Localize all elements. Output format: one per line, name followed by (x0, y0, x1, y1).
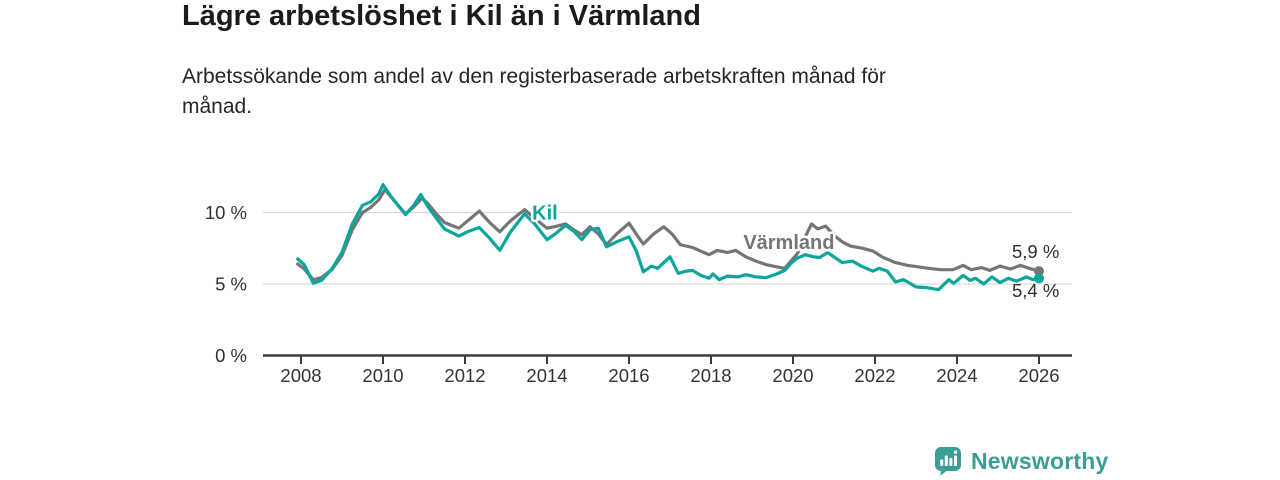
x-axis-tick-label: 2018 (690, 365, 731, 386)
series-end-dot-värmland (1034, 266, 1044, 277)
series-end-value-label: 5,9 % (1012, 241, 1059, 262)
x-axis-tick-label: 2016 (608, 365, 649, 386)
series-end-value-label: 5,4 % (1012, 280, 1059, 301)
logo-bars-glyph (940, 450, 958, 466)
y-axis-tick-label: 0 % (215, 345, 247, 366)
x-axis-tick-label: 2010 (362, 365, 403, 386)
chart-subtitle: Arbetssökande som andel av den registerb… (182, 65, 886, 118)
y-axis-tick-label: 5 % (215, 274, 247, 295)
x-axis-tick-label: 2014 (526, 365, 567, 386)
x-axis-tick-label: 2022 (854, 365, 895, 386)
x-axis-tick-label: 2026 (1018, 365, 1059, 386)
y-axis-tick-label: 10 % (205, 202, 247, 223)
newsworthy-logo: Newsworthy (934, 445, 1108, 477)
series-name-label-kil: Kil (532, 203, 558, 225)
x-axis-tick-label: 2020 (772, 365, 813, 386)
series-name-label-värmland: Värmland (743, 232, 834, 254)
series-line-kil (296, 183, 1041, 292)
series-line-värmland (296, 188, 1041, 282)
newsworthy-logo-icon (935, 447, 961, 476)
chart-title: Lägre arbetslöshet i Kil än i Värmland (182, 0, 701, 32)
newsworthy-logo-text: Newsworthy (971, 447, 1109, 474)
x-axis-tick-label: 2024 (936, 365, 977, 386)
x-axis-tick-label: 2008 (280, 365, 321, 386)
logo-bubble-shape (935, 447, 961, 476)
x-axis-tick-label: 2012 (444, 365, 485, 386)
series-end-dot-kil (1034, 273, 1044, 284)
